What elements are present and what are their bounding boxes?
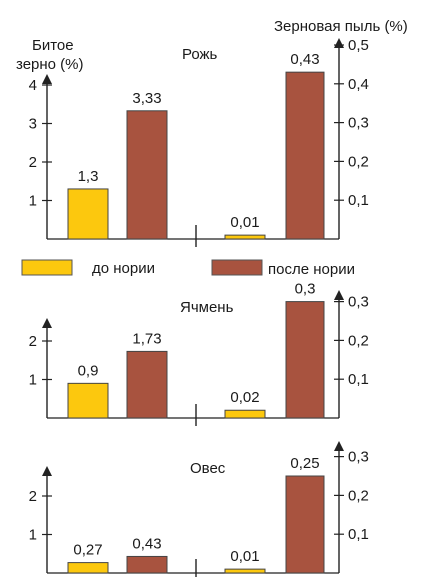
left-axis-arrow	[42, 318, 52, 328]
bar-broken-grain-before	[67, 562, 109, 574]
right-tick-label: 0,1	[348, 526, 369, 543]
bar-value-label: 0,27	[73, 542, 102, 559]
right-tick-label: 0,2	[348, 332, 369, 349]
left-axis-arrow	[42, 74, 52, 84]
bar-value-label: 0,3	[295, 281, 316, 298]
right-tick-label: 0,2	[348, 153, 369, 170]
bar-broken-grain-before	[67, 188, 109, 240]
bar-broken-grain-after	[126, 110, 168, 240]
right-tick-label: 0,4	[348, 76, 369, 93]
right-tick-label: 0,3	[348, 449, 369, 466]
legend-label-after: после нории	[268, 261, 355, 278]
chart-panel-3: 1 2 0,1 0,2 0,3 Овес 0,27 0,43 0,01 0,25	[29, 441, 369, 577]
bar-value-label: 0,43	[290, 51, 319, 68]
right-tick-label: 0,5	[348, 37, 369, 54]
left-tick-label: 4	[29, 77, 37, 94]
right-axis-arrow	[334, 38, 344, 48]
right-tick-label: 0,3	[348, 294, 369, 311]
bar-value-label: 0,01	[230, 214, 259, 231]
bar-value-label: 0,9	[78, 362, 99, 379]
left-tick-label: 1	[29, 527, 37, 544]
bar-grain-dust-after	[285, 301, 325, 419]
bar-grain-dust-before	[224, 568, 266, 574]
legend-swatch-after	[211, 259, 263, 276]
bar-grain-dust-after	[285, 71, 325, 240]
left-tick-label: 2	[29, 333, 37, 350]
bar-value-label: 1,3	[78, 168, 99, 185]
panel-title: Рожь	[182, 46, 218, 63]
right-tick-label: 0,3	[348, 115, 369, 132]
left-axis-arrow	[42, 466, 52, 476]
bar-value-label: 0,43	[132, 535, 161, 552]
left-tick-label: 3	[29, 116, 37, 133]
panel-title: Овес	[190, 460, 226, 477]
left-tick-label: 1	[29, 372, 37, 389]
chart-panel-2: 1 2 0,1 0,2 0,3 Ячмень 0,9 1,73 0,02 0,3	[29, 281, 369, 426]
bar-value-label: 1,73	[132, 330, 161, 347]
legend-swatch-before	[21, 259, 73, 276]
legend-label-before: до нории	[92, 260, 155, 277]
bar-broken-grain-after	[126, 350, 168, 419]
left-tick-label: 2	[29, 488, 37, 505]
left-axis-title-line2: зерно (%)	[16, 56, 84, 73]
right-axis-title: Зерновая пыль (%)	[274, 18, 408, 35]
right-axis-arrow	[334, 441, 344, 451]
left-axis-title-line1: Битое	[32, 37, 74, 54]
bar-grain-dust-before	[224, 409, 266, 419]
bar-value-label: 3,33	[132, 90, 161, 107]
right-tick-label: 0,1	[348, 192, 369, 209]
panel-title: Ячмень	[180, 299, 234, 316]
bar-grain-dust-before	[224, 234, 266, 240]
bar-value-label: 0,02	[230, 389, 259, 406]
left-tick-label: 2	[29, 154, 37, 171]
bar-broken-grain-before	[67, 382, 109, 419]
bar-value-label: 0,25	[290, 455, 319, 472]
right-axis-arrow	[334, 290, 344, 300]
bar-grain-dust-after	[285, 475, 325, 574]
bar-broken-grain-after	[126, 555, 168, 574]
right-tick-label: 0,2	[348, 487, 369, 504]
left-tick-label: 1	[29, 193, 37, 210]
bar-value-label: 0,01	[230, 548, 259, 565]
right-tick-label: 0,1	[348, 371, 369, 388]
chart-panel-1: 1 2 3 4 0,1 0,2 0,3 0,4 0,5 Рожь 1,3 3,33 0,01 0,43	[29, 37, 369, 247]
